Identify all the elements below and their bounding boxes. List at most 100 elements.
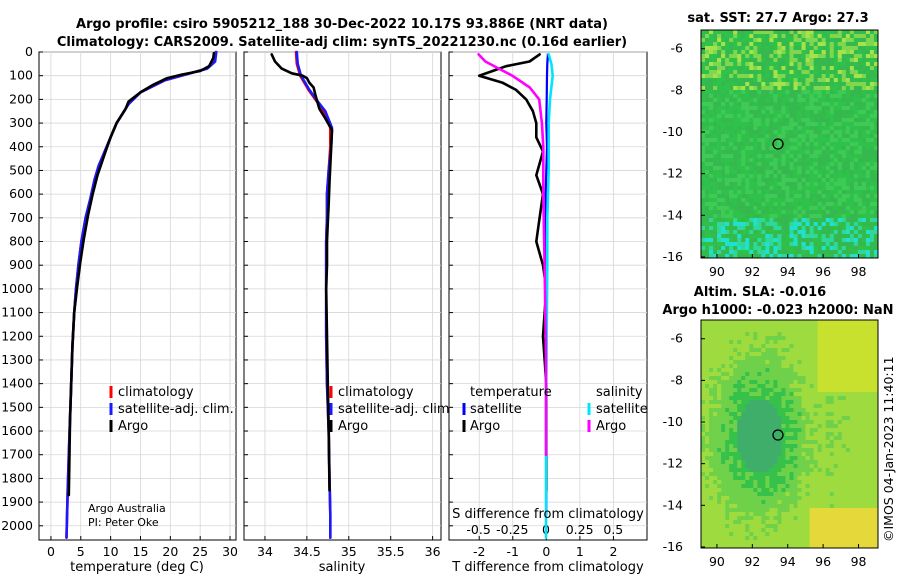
map-cell bbox=[805, 238, 810, 243]
map-cell bbox=[849, 222, 855, 227]
map-cell bbox=[733, 508, 738, 513]
map-cell bbox=[813, 472, 818, 477]
map-cell bbox=[725, 388, 730, 393]
map-cell bbox=[821, 464, 826, 469]
map-cell bbox=[717, 46, 722, 51]
map-cell bbox=[765, 364, 770, 369]
map-cell bbox=[709, 464, 714, 469]
map-cell bbox=[757, 480, 762, 485]
map-cell bbox=[825, 496, 831, 501]
map-cell bbox=[829, 508, 835, 513]
map-cell bbox=[773, 348, 778, 353]
map-cell bbox=[797, 102, 802, 107]
map-cell bbox=[857, 416, 863, 421]
map-cell bbox=[805, 234, 810, 239]
series-line-salinity-argo bbox=[477, 53, 548, 457]
map-cell bbox=[809, 468, 814, 473]
map-cell bbox=[853, 134, 859, 139]
map-cell bbox=[853, 360, 859, 365]
map-cell bbox=[733, 118, 738, 123]
map-cell bbox=[805, 428, 810, 433]
map-cell bbox=[701, 368, 706, 373]
map-cell bbox=[861, 464, 867, 469]
map-cell bbox=[809, 114, 814, 119]
map-cell bbox=[769, 86, 774, 91]
map-cell bbox=[757, 432, 762, 437]
map-cell bbox=[801, 380, 806, 385]
map-cell bbox=[701, 194, 706, 199]
map-cell bbox=[757, 496, 762, 501]
map-cell bbox=[733, 82, 738, 87]
map-cell bbox=[797, 250, 802, 255]
map-cell bbox=[701, 162, 706, 167]
map-cell bbox=[757, 170, 762, 175]
map-cell bbox=[837, 50, 843, 55]
map-cell bbox=[785, 106, 790, 111]
map-cell bbox=[825, 460, 831, 465]
map-cell bbox=[745, 408, 750, 413]
map-cell bbox=[837, 30, 843, 35]
map-cell bbox=[705, 30, 710, 35]
map-cell bbox=[829, 198, 835, 203]
map-cell bbox=[769, 78, 774, 83]
map-cell bbox=[749, 222, 754, 227]
map-cell bbox=[861, 30, 867, 35]
map-cell bbox=[789, 508, 794, 513]
map-cell bbox=[773, 166, 778, 171]
map-cell bbox=[745, 234, 750, 239]
map-cell bbox=[709, 242, 714, 247]
map-cell bbox=[865, 130, 871, 135]
map-cell bbox=[793, 412, 798, 417]
map-cell bbox=[813, 356, 818, 361]
map-cell bbox=[741, 508, 746, 513]
map-cell bbox=[757, 50, 762, 55]
map-cell bbox=[781, 86, 786, 91]
map-cell bbox=[809, 130, 814, 135]
map-cell bbox=[769, 30, 774, 35]
map-cell bbox=[861, 396, 867, 401]
map-cell bbox=[805, 388, 810, 393]
map-cell bbox=[845, 428, 851, 433]
map-cell bbox=[817, 226, 822, 231]
map-cell bbox=[757, 210, 762, 215]
map-cell bbox=[869, 218, 875, 223]
map-cell bbox=[701, 186, 706, 191]
map-cell bbox=[837, 412, 843, 417]
map-cell bbox=[805, 70, 810, 75]
map-cell bbox=[769, 234, 774, 239]
map-cell bbox=[821, 198, 826, 203]
map-cell bbox=[797, 238, 802, 243]
map-cell bbox=[809, 332, 814, 337]
map-cell bbox=[853, 74, 859, 79]
map-cell bbox=[749, 476, 754, 481]
map-cell bbox=[833, 222, 839, 227]
map-cell bbox=[753, 102, 758, 107]
map-cell bbox=[849, 356, 855, 361]
map-cell bbox=[725, 106, 730, 111]
map-cell bbox=[817, 150, 822, 155]
map-cell bbox=[729, 246, 734, 251]
map-cell bbox=[805, 210, 810, 215]
map-cell bbox=[773, 222, 778, 227]
map-cell bbox=[781, 202, 786, 207]
map-cell bbox=[837, 424, 843, 429]
map-cell bbox=[809, 336, 814, 341]
map-cell bbox=[785, 500, 790, 505]
map-cell bbox=[861, 456, 867, 461]
map-cell bbox=[777, 472, 782, 477]
map-cell bbox=[701, 444, 706, 449]
map-cell bbox=[841, 420, 847, 425]
map-cell bbox=[721, 134, 726, 139]
map-cell bbox=[745, 62, 750, 67]
map-cell bbox=[837, 352, 843, 357]
map-cell bbox=[853, 222, 859, 227]
map-cell bbox=[749, 250, 754, 255]
map-cell bbox=[797, 146, 802, 151]
y-tick-label: 1500 bbox=[1, 399, 33, 414]
map-cell bbox=[869, 46, 875, 51]
map-cell bbox=[821, 344, 826, 349]
map-cell bbox=[725, 332, 730, 337]
map-cell bbox=[757, 500, 762, 505]
map-cell bbox=[753, 392, 758, 397]
map-cell bbox=[757, 46, 762, 51]
